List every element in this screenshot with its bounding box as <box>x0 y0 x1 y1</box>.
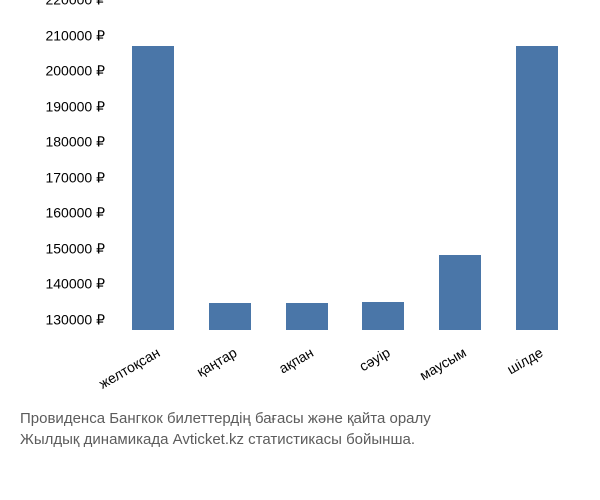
y-tick-label: 200000 ₽ <box>45 63 105 80</box>
y-tick-label: 180000 ₽ <box>45 134 105 151</box>
y-tick-label: 170000 ₽ <box>45 169 105 186</box>
x-tick-label: қаңтар <box>193 344 239 380</box>
bar <box>286 303 328 330</box>
x-tick-label: ақпан <box>276 344 316 376</box>
caption-line2: Жылдық динамикада Avticket.kz статистика… <box>20 429 580 450</box>
y-axis: 130000 ₽ 140000 ₽ 150000 ₽ 160000 ₽ 170000 ₽… <box>20 10 110 330</box>
plot-area <box>115 10 575 330</box>
x-tick-label: желтоқсан <box>96 344 162 392</box>
chart-container: 130000 ₽ 140000 ₽ 150000 ₽ 160000 ₽ 170000 ₽… <box>20 10 580 390</box>
y-tick-label: 210000 ₽ <box>45 27 105 44</box>
bar <box>516 46 558 330</box>
caption-line1: Провиденса Бангкок билеттердің бағасы жә… <box>20 408 580 429</box>
x-axis: желтоқсанқаңтарақпансәуірмаусымшілде <box>115 335 575 390</box>
y-tick-label: 190000 ₽ <box>45 98 105 115</box>
x-tick-label: сәуір <box>356 344 392 374</box>
y-tick-label: 160000 ₽ <box>45 205 105 222</box>
bar <box>362 302 404 330</box>
y-tick-label: 150000 ₽ <box>45 240 105 257</box>
bar <box>132 46 174 330</box>
y-tick-label: 220000 ₽ <box>45 0 105 9</box>
y-tick-label: 130000 ₽ <box>45 312 105 329</box>
x-tick-label: маусым <box>417 344 469 383</box>
x-tick-label: шілде <box>504 344 545 377</box>
y-tick-label: 140000 ₽ <box>45 276 105 293</box>
bar <box>439 255 481 330</box>
bar <box>209 303 251 330</box>
caption: Провиденса Бангкок билеттердің бағасы жә… <box>20 408 580 450</box>
